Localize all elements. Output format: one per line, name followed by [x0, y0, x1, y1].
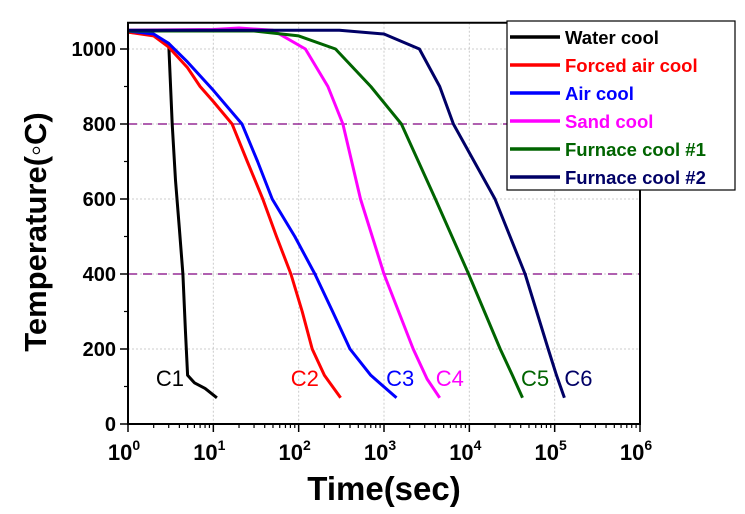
y-tick-label: 600	[83, 189, 116, 211]
y-tick-label: 1000	[72, 39, 117, 61]
y-tick-label: 0	[105, 414, 116, 436]
series-line-2	[127, 30, 342, 399]
legend-box	[506, 20, 736, 191]
legend-entry: Furnace cool #1	[565, 139, 706, 160]
curve-labels: C1 C2 C3 C4 C5 C6	[156, 366, 593, 391]
x-tick-label: 103	[364, 437, 396, 465]
series-line-3	[127, 29, 398, 399]
curve-label: C1	[156, 366, 184, 391]
y-tick-label: 200	[83, 339, 116, 361]
x-tick-label: 105	[535, 437, 567, 465]
series-lines	[127, 26, 566, 399]
legend-entry: Air cool	[565, 83, 634, 104]
curve-label: C2	[291, 366, 319, 391]
curve-label: C6	[564, 366, 592, 391]
legend: Water cool Forced air cool Air cool Sand co…	[506, 20, 736, 191]
curve-label: C3	[386, 366, 414, 391]
series-line-1	[127, 30, 218, 399]
series-line-6	[128, 28, 566, 399]
x-axis-title: Time(sec)	[307, 470, 460, 507]
curve-label: C5	[521, 366, 549, 391]
series-line-5	[128, 29, 524, 399]
y-tick-label: 800	[83, 114, 116, 136]
legend-entry: Furnace cool #2	[565, 167, 706, 188]
x-tick-label: 101	[193, 437, 225, 465]
legend-entry: Sand cool	[565, 111, 653, 132]
series-line-4	[127, 26, 441, 399]
y-axis-title: Temperature(◦C)	[18, 112, 53, 352]
curve-label: C4	[436, 366, 464, 391]
x-tick-label: 100	[108, 437, 140, 465]
legend-entry: Water cool	[565, 27, 659, 48]
x-tick-label: 102	[279, 437, 311, 465]
y-tick-label: 400	[83, 264, 116, 286]
legend-entry: Forced air cool	[565, 55, 698, 76]
x-tick-label: 106	[620, 437, 652, 465]
axes: 100 101 102 103 104 105 106 0 200 400 600 800 1000	[72, 21, 652, 465]
x-tick-label: 104	[449, 437, 481, 465]
